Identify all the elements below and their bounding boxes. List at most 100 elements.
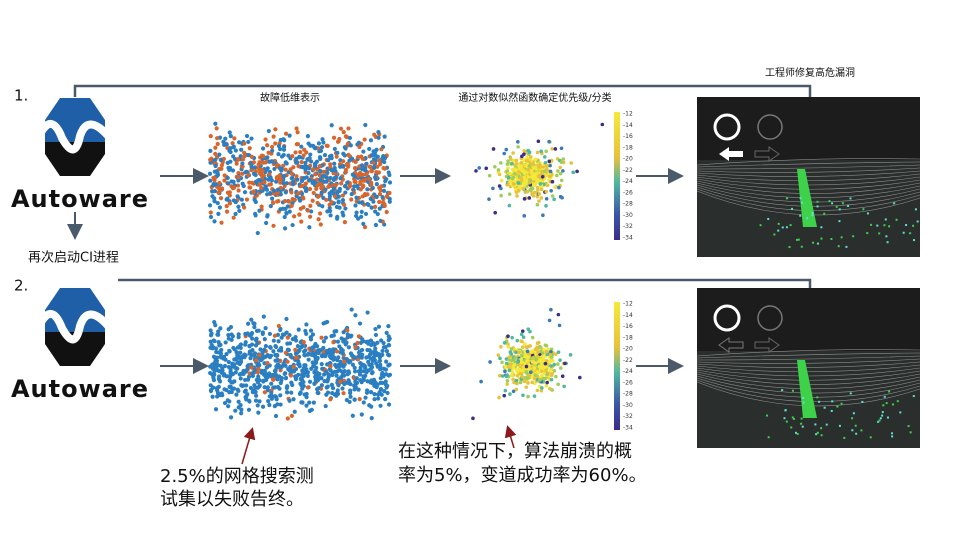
scatter-dot	[320, 173, 325, 179]
scatter-dot	[387, 190, 392, 196]
scatter-dot	[345, 328, 350, 333]
scatter-dot	[507, 192, 512, 196]
scatter-dot	[265, 385, 270, 390]
scatter-dot	[357, 372, 363, 377]
scatter-dot	[283, 371, 288, 376]
scatter-dot	[302, 176, 307, 181]
sim-point	[905, 224, 908, 227]
scatter-dot	[341, 355, 346, 361]
scatter-dot	[246, 321, 251, 326]
scatter-dot	[378, 387, 384, 392]
scatter-dot	[228, 385, 233, 390]
scatter-dot	[327, 205, 332, 210]
scatter-dot	[219, 391, 224, 396]
scatter-dot	[238, 350, 243, 355]
scatter-dot	[239, 197, 244, 202]
scatter-dot	[285, 341, 290, 346]
scatter-dot	[281, 137, 286, 142]
scatter-dot	[544, 189, 549, 194]
scatter-dot	[240, 157, 246, 162]
scatter-dot	[281, 152, 286, 158]
scatter-dot	[384, 177, 389, 182]
scatter-dot	[511, 377, 515, 382]
scatter-dot	[233, 148, 238, 153]
scatter-dot	[294, 174, 299, 179]
scatter-dot	[239, 147, 244, 152]
scatter-dot	[304, 367, 309, 372]
scatter-dot	[289, 190, 294, 195]
sim-point	[806, 217, 809, 220]
scatter-dot	[336, 200, 341, 205]
scatter-dot	[302, 352, 307, 358]
scatter-dot	[345, 332, 350, 337]
scatter-dot	[338, 176, 343, 181]
scatter-dot	[331, 340, 336, 345]
scatter-dot	[508, 171, 513, 176]
scatter-dot	[507, 368, 512, 373]
scatter-dot	[552, 197, 556, 202]
hex-bottom	[45, 332, 105, 366]
scatter-dot	[256, 162, 261, 167]
sim-point	[881, 414, 884, 417]
scatter-dot	[510, 370, 515, 374]
scatter-dot	[313, 341, 318, 347]
sim-lane	[797, 360, 817, 418]
scatter-dot	[255, 230, 260, 236]
scatter-dot	[375, 154, 380, 159]
scatter-dot	[549, 373, 554, 378]
scatter-dot	[222, 387, 227, 392]
scatter-dot	[308, 214, 313, 219]
scatter-dot	[250, 348, 255, 353]
scatter-dot	[224, 209, 230, 214]
scatter-dot	[509, 347, 514, 351]
scatter-dot	[208, 134, 213, 139]
scatter-dot	[255, 370, 260, 375]
scatter-dot	[343, 134, 348, 139]
scatter-dot	[487, 197, 491, 201]
colorbar-tick: -16	[623, 323, 633, 330]
scatter-dot	[302, 164, 307, 169]
scatter-dot	[265, 365, 270, 370]
scatter-dot	[295, 160, 300, 165]
scatter-dot	[243, 331, 248, 337]
scatter-dot	[316, 217, 321, 222]
scatter-dot	[278, 380, 283, 386]
scatter-dot	[340, 197, 346, 203]
scatter-dot	[506, 159, 510, 163]
scatter-dot	[341, 339, 346, 344]
scatter-dot	[263, 344, 269, 349]
scatter-dot	[349, 333, 354, 338]
scatter-dot	[499, 161, 503, 165]
scatter-dot	[330, 391, 335, 396]
scatter-dot	[235, 194, 240, 199]
sim-point	[840, 402, 843, 405]
scatter-dot	[313, 172, 318, 177]
scatter-dot	[366, 176, 372, 181]
scatter-dot	[214, 349, 219, 355]
scatter-dot	[251, 160, 257, 165]
scatter-dot	[307, 408, 313, 413]
logo-icon	[36, 288, 114, 366]
scatter-dot	[331, 347, 336, 352]
scatter-dot	[302, 363, 307, 368]
scatter-dot	[330, 191, 335, 196]
scatter-dot	[257, 182, 262, 187]
scatter-dot	[536, 350, 540, 354]
scatter-dot	[534, 347, 539, 352]
scatter-dot	[318, 348, 323, 353]
scatter-dot	[328, 397, 333, 402]
scatter-dot	[544, 149, 548, 154]
scatter-dot	[285, 347, 290, 352]
scatter-dot	[382, 134, 387, 139]
scatter-dot	[256, 374, 261, 379]
scatter-dot	[523, 163, 528, 168]
scatter-dot	[328, 175, 333, 181]
scatter-dot	[506, 342, 510, 346]
scatter-dot	[359, 163, 365, 168]
scatter-dot	[515, 370, 520, 374]
scatter-dot	[535, 150, 540, 155]
scatter-dot	[208, 178, 213, 183]
scatter-dot	[514, 162, 519, 166]
scatter-dot	[323, 353, 328, 358]
feedback-line	[73, 84, 812, 97]
